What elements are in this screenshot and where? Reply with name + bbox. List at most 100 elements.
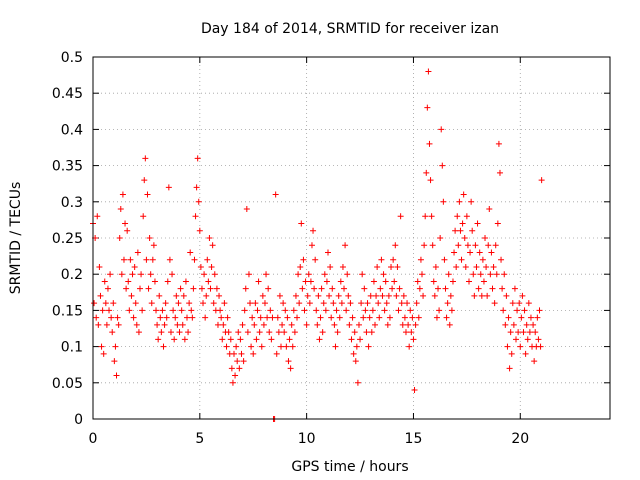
data-point [524, 336, 531, 343]
data-point [131, 263, 138, 270]
data-point [532, 329, 539, 336]
data-point [415, 314, 422, 321]
data-point [104, 285, 111, 292]
data-point [480, 278, 487, 285]
data-point [214, 321, 221, 328]
data-point [261, 300, 268, 307]
data-point [132, 300, 139, 307]
data-point [530, 321, 537, 328]
data-point [299, 285, 306, 292]
data-point [437, 235, 444, 241]
data-point [103, 321, 110, 328]
data-point [330, 300, 337, 307]
y-tick-label: 0.5 [61, 50, 83, 66]
data-point [115, 321, 122, 328]
data-point [510, 321, 517, 328]
data-point [138, 271, 145, 278]
data-point [411, 387, 418, 394]
data-point [258, 343, 265, 350]
data-point [421, 242, 428, 249]
data-point [367, 292, 374, 299]
data-point [116, 235, 123, 241]
data-point [353, 343, 360, 350]
data-point [229, 379, 236, 386]
data-point [332, 343, 339, 350]
data-point [257, 314, 264, 321]
data-point [228, 365, 235, 372]
data-point [111, 358, 118, 365]
data-points [90, 68, 545, 422]
data-point [506, 365, 513, 372]
data-point [516, 300, 523, 307]
data-point [126, 307, 133, 314]
data-point [108, 314, 115, 321]
data-point [93, 314, 100, 321]
y-tick-label: 0.25 [52, 231, 83, 247]
data-point [96, 263, 103, 270]
data-point [508, 350, 515, 357]
data-point [355, 321, 362, 328]
data-point [317, 314, 324, 321]
data-point [217, 307, 224, 314]
data-point [468, 198, 475, 205]
data-point [341, 285, 348, 292]
data-point [192, 213, 199, 220]
data-point [188, 307, 195, 314]
data-point [307, 278, 314, 285]
data-point [365, 343, 372, 350]
data-point [385, 292, 392, 299]
data-point [231, 350, 237, 357]
data-point [109, 329, 116, 336]
data-point [150, 242, 157, 249]
data-point [153, 307, 160, 314]
data-point [499, 285, 506, 292]
data-point [490, 263, 497, 270]
data-point [186, 300, 193, 307]
data-point [290, 307, 297, 314]
data-point [191, 256, 198, 263]
data-point [245, 271, 252, 278]
data-point [216, 292, 223, 299]
data-point [174, 321, 181, 328]
data-point [459, 220, 466, 227]
data-point [431, 292, 438, 299]
data-point [436, 307, 443, 314]
data-point [295, 271, 302, 278]
data-point [476, 249, 483, 256]
data-point [429, 242, 436, 249]
data-point [419, 271, 425, 278]
data-point [210, 300, 217, 307]
data-point [263, 271, 270, 278]
data-point [236, 365, 243, 372]
data-point [133, 321, 140, 328]
data-point [439, 162, 446, 169]
data-point [473, 263, 480, 270]
data-point [478, 292, 485, 299]
data-point [471, 292, 478, 299]
data-point [513, 336, 519, 343]
data-point [315, 292, 322, 299]
data-point [218, 314, 225, 321]
data-point [319, 329, 326, 336]
data-point [134, 249, 141, 256]
data-point [213, 285, 220, 292]
data-point [470, 271, 477, 278]
data-point [130, 314, 137, 321]
data-point [180, 292, 187, 299]
data-point [366, 314, 373, 321]
data-point [537, 343, 544, 350]
data-point [149, 256, 156, 263]
data-point [175, 300, 182, 307]
data-point [522, 350, 529, 357]
data-point [404, 300, 411, 307]
data-point [472, 242, 479, 249]
data-point [223, 343, 230, 350]
data-point [448, 307, 455, 314]
data-point [176, 329, 183, 336]
data-point [211, 271, 218, 278]
data-point [98, 343, 105, 350]
data-point [325, 249, 331, 256]
data-point [135, 329, 142, 336]
data-point [336, 314, 343, 321]
data-point [280, 300, 287, 307]
